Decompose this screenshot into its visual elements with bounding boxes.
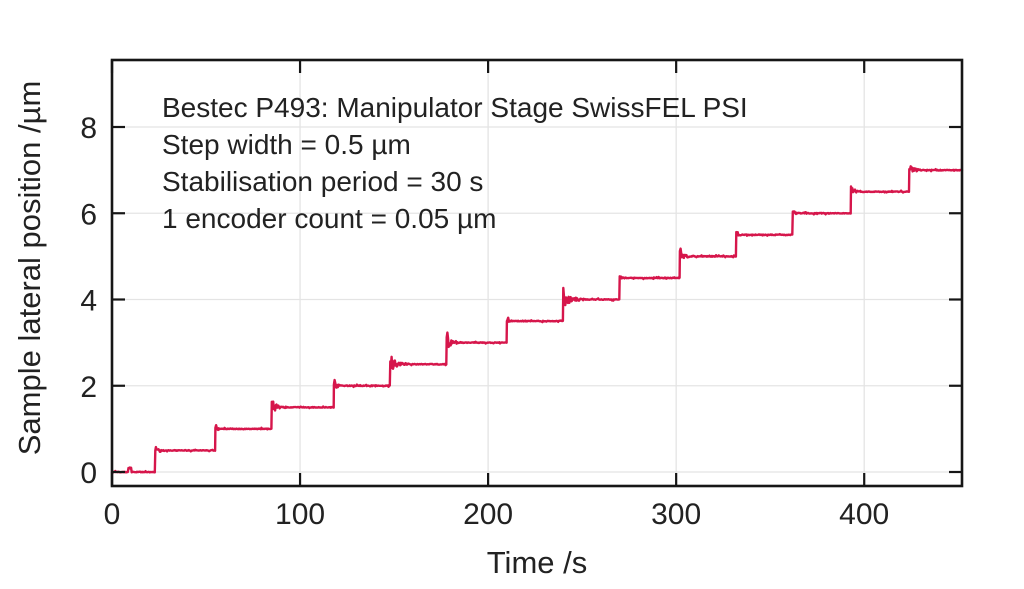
annotation-line-3: Stabilisation period = 30 s	[162, 166, 483, 197]
x-tick-label: 200	[463, 498, 513, 531]
x-tick-label: 100	[275, 498, 325, 531]
x-tick-label: 0	[104, 498, 121, 531]
y-axis-label: Sample lateral position /µm	[12, 81, 47, 456]
tick-layer	[110, 60, 962, 486]
y-tick-label: 2	[80, 371, 97, 404]
x-axis-label: Time /s	[487, 545, 587, 580]
annotation-line-2: Step width = 0.5 µm	[162, 129, 411, 160]
annotation-block: Bestec P493: Manipulator Stage SwissFEL …	[162, 92, 748, 234]
annotation-line-4: 1 encoder count = 0.05 µm	[162, 203, 496, 234]
y-tick-label: 0	[80, 457, 97, 490]
plot-frame	[110, 58, 964, 488]
y-tick-label: 6	[80, 198, 97, 231]
y-tick-label: 8	[80, 112, 97, 145]
position-trace	[110, 165, 964, 474]
x-tick-label: 400	[839, 498, 889, 531]
grid-layer	[112, 60, 962, 486]
y-tick-label: 4	[80, 285, 97, 318]
x-tick-label: 300	[651, 498, 701, 531]
tick-label-layer: 0 100 200 300 400 0 2 4 6 8	[80, 112, 889, 531]
annotation-line-1: Bestec P493: Manipulator Stage SwissFEL …	[162, 92, 748, 123]
